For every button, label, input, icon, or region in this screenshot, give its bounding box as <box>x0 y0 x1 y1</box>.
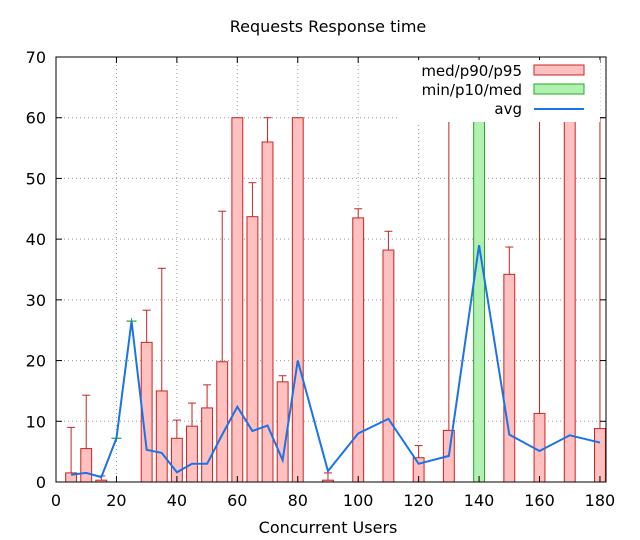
avg-line <box>70 245 601 479</box>
legend-label-min-p10-med: min/p10/med <box>422 81 522 99</box>
x-axis: 0 20 40 60 80 100 120 140 160 180 <box>51 57 615 510</box>
y-tick-label: 70 <box>26 48 46 67</box>
bar-med-p90-p95 <box>594 428 606 483</box>
x-tick-label: 140 <box>464 491 495 510</box>
y-tick-label: 40 <box>26 230 46 249</box>
x-tick-label: 180 <box>585 491 616 510</box>
y-tick-label: 30 <box>26 291 46 310</box>
bar-med-p90-p95 <box>352 217 365 483</box>
legend-swatch-med-p90-p95 <box>533 64 585 76</box>
plot-frame <box>55 56 607 483</box>
bar-med-p90-p95 <box>231 117 244 483</box>
y-tick-label: 60 <box>26 109 46 128</box>
bar-med-p90-p95 <box>563 117 576 483</box>
bar-med-p90-p95 <box>201 407 214 483</box>
y-tick-label: 50 <box>26 169 46 188</box>
y-tick-label: 20 <box>26 352 46 371</box>
bar-med-p90-p95 <box>186 425 198 483</box>
legend-label-avg: avg <box>494 100 522 118</box>
bar-med-p90-p95 <box>533 412 546 483</box>
legend: med/p90/p95 min/p10/med avg <box>400 60 600 122</box>
bar-med-p90-p95 <box>291 117 304 483</box>
bar-med-p90-p95 <box>382 249 395 483</box>
x-tick-label: 20 <box>106 491 126 510</box>
bar-med-p90-p95 <box>170 437 183 483</box>
bar-med-p90-p95 <box>246 216 259 483</box>
bar-med-p90-p95 <box>155 390 168 483</box>
bar-med-p90-p95 <box>216 361 229 483</box>
x-tick-label: 40 <box>167 491 187 510</box>
x-tick-label: 160 <box>524 491 555 510</box>
y-tick-label: 10 <box>26 412 46 431</box>
legend-label-med-p90-p95: med/p90/p95 <box>421 62 522 80</box>
x-tick-label: 0 <box>51 491 61 510</box>
x-axis-label: Concurrent Users <box>259 518 398 537</box>
bar-med-p90-p95 <box>503 273 516 483</box>
x-tick-label: 100 <box>343 491 374 510</box>
bar-med-p90-p95 <box>261 141 274 483</box>
chart-title: Requests Response time <box>230 17 427 36</box>
y-tick-label: 0 <box>36 473 46 492</box>
x-tick-label: 120 <box>403 491 434 510</box>
bar-med-p90-p95 <box>80 448 93 483</box>
y-axis: 0 10 20 30 40 50 60 70 <box>26 48 606 492</box>
bar-min-p10-med <box>473 117 486 483</box>
x-tick-label: 60 <box>227 491 247 510</box>
legend-swatch-min-p10-med <box>533 83 585 95</box>
x-tick-label: 80 <box>288 491 308 510</box>
avg-series <box>70 245 601 479</box>
